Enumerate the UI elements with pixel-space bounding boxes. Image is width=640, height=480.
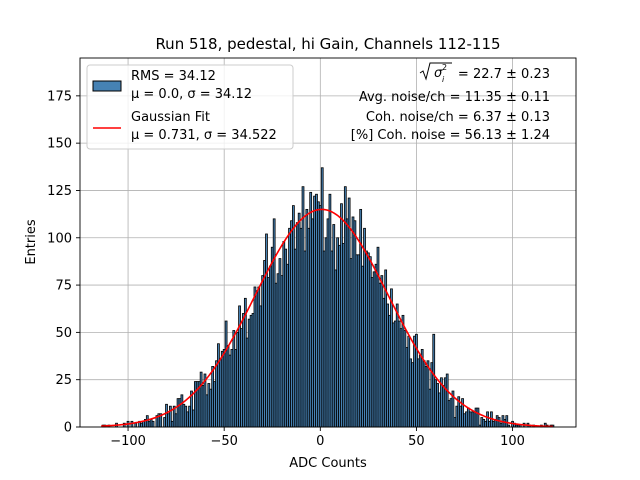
y-tick-label: 50 <box>55 326 72 341</box>
x-tick-label: −50 <box>210 434 237 449</box>
noise-annotations: σ 2 i = 22.7 ± 0.23 Avg. noise/ch = 11.3… <box>351 62 550 143</box>
y-tick-label: 25 <box>55 373 72 388</box>
legend-histogram-line2: μ = 0.0, σ = 34.12 <box>131 87 252 102</box>
gaussian-fit-curve <box>101 208 553 428</box>
svg-text:i: i <box>442 75 445 84</box>
sigma-sqrt-symbol: σ 2 i <box>419 62 452 84</box>
histogram-bars <box>101 167 555 428</box>
x-tick-label: 100 <box>500 434 525 449</box>
x-axis-label: ADC Counts <box>289 456 367 471</box>
coh-percent-text: [%] Coh. noise = 56.13 ± 1.24 <box>351 128 550 143</box>
y-tick-label: 0 <box>64 421 72 436</box>
x-tick-label: 0 <box>316 434 324 449</box>
x-axis-ticks: −100 −50 0 50 100 <box>110 427 525 449</box>
histogram-bar <box>476 407 480 428</box>
svg-text:σ: σ <box>434 66 443 81</box>
chart-title: Run 518, pedestal, hi Gain, Channels 112… <box>155 35 500 53</box>
y-tick-label: 75 <box>55 279 72 294</box>
x-tick-label: −100 <box>110 434 146 449</box>
legend-histogram-swatch <box>92 80 122 92</box>
y-tick-label: 175 <box>47 89 72 104</box>
sigma-value: = 22.7 ± 0.23 <box>458 67 550 82</box>
legend-histogram-line1: RMS = 34.12 <box>131 69 216 84</box>
plot-frame <box>79 57 577 428</box>
legend-box <box>86 64 294 150</box>
legend: RMS = 34.12 μ = 0.0, σ = 34.12 Gaussian … <box>86 64 294 150</box>
histogram-bar <box>134 422 138 428</box>
svg-text:2: 2 <box>442 63 447 72</box>
y-tick-label: 125 <box>47 184 72 199</box>
histogram-bar <box>151 420 155 428</box>
avg-noise-text: Avg. noise/ch = 11.35 ± 0.11 <box>359 90 550 105</box>
y-tick-label: 100 <box>47 231 72 246</box>
coh-noise-text: Coh. noise/ch = 6.37 ± 0.13 <box>366 110 550 125</box>
y-tick-label: 150 <box>47 137 72 152</box>
legend-fit-line1: Gaussian Fit <box>131 110 210 125</box>
x-tick-label: 50 <box>408 434 425 449</box>
y-axis-label: Entries <box>24 219 39 265</box>
legend-fit-line2: μ = 0.731, σ = 34.522 <box>131 128 277 143</box>
y-axis-ticks: 0 25 50 75 100 125 150 175 <box>47 89 80 436</box>
